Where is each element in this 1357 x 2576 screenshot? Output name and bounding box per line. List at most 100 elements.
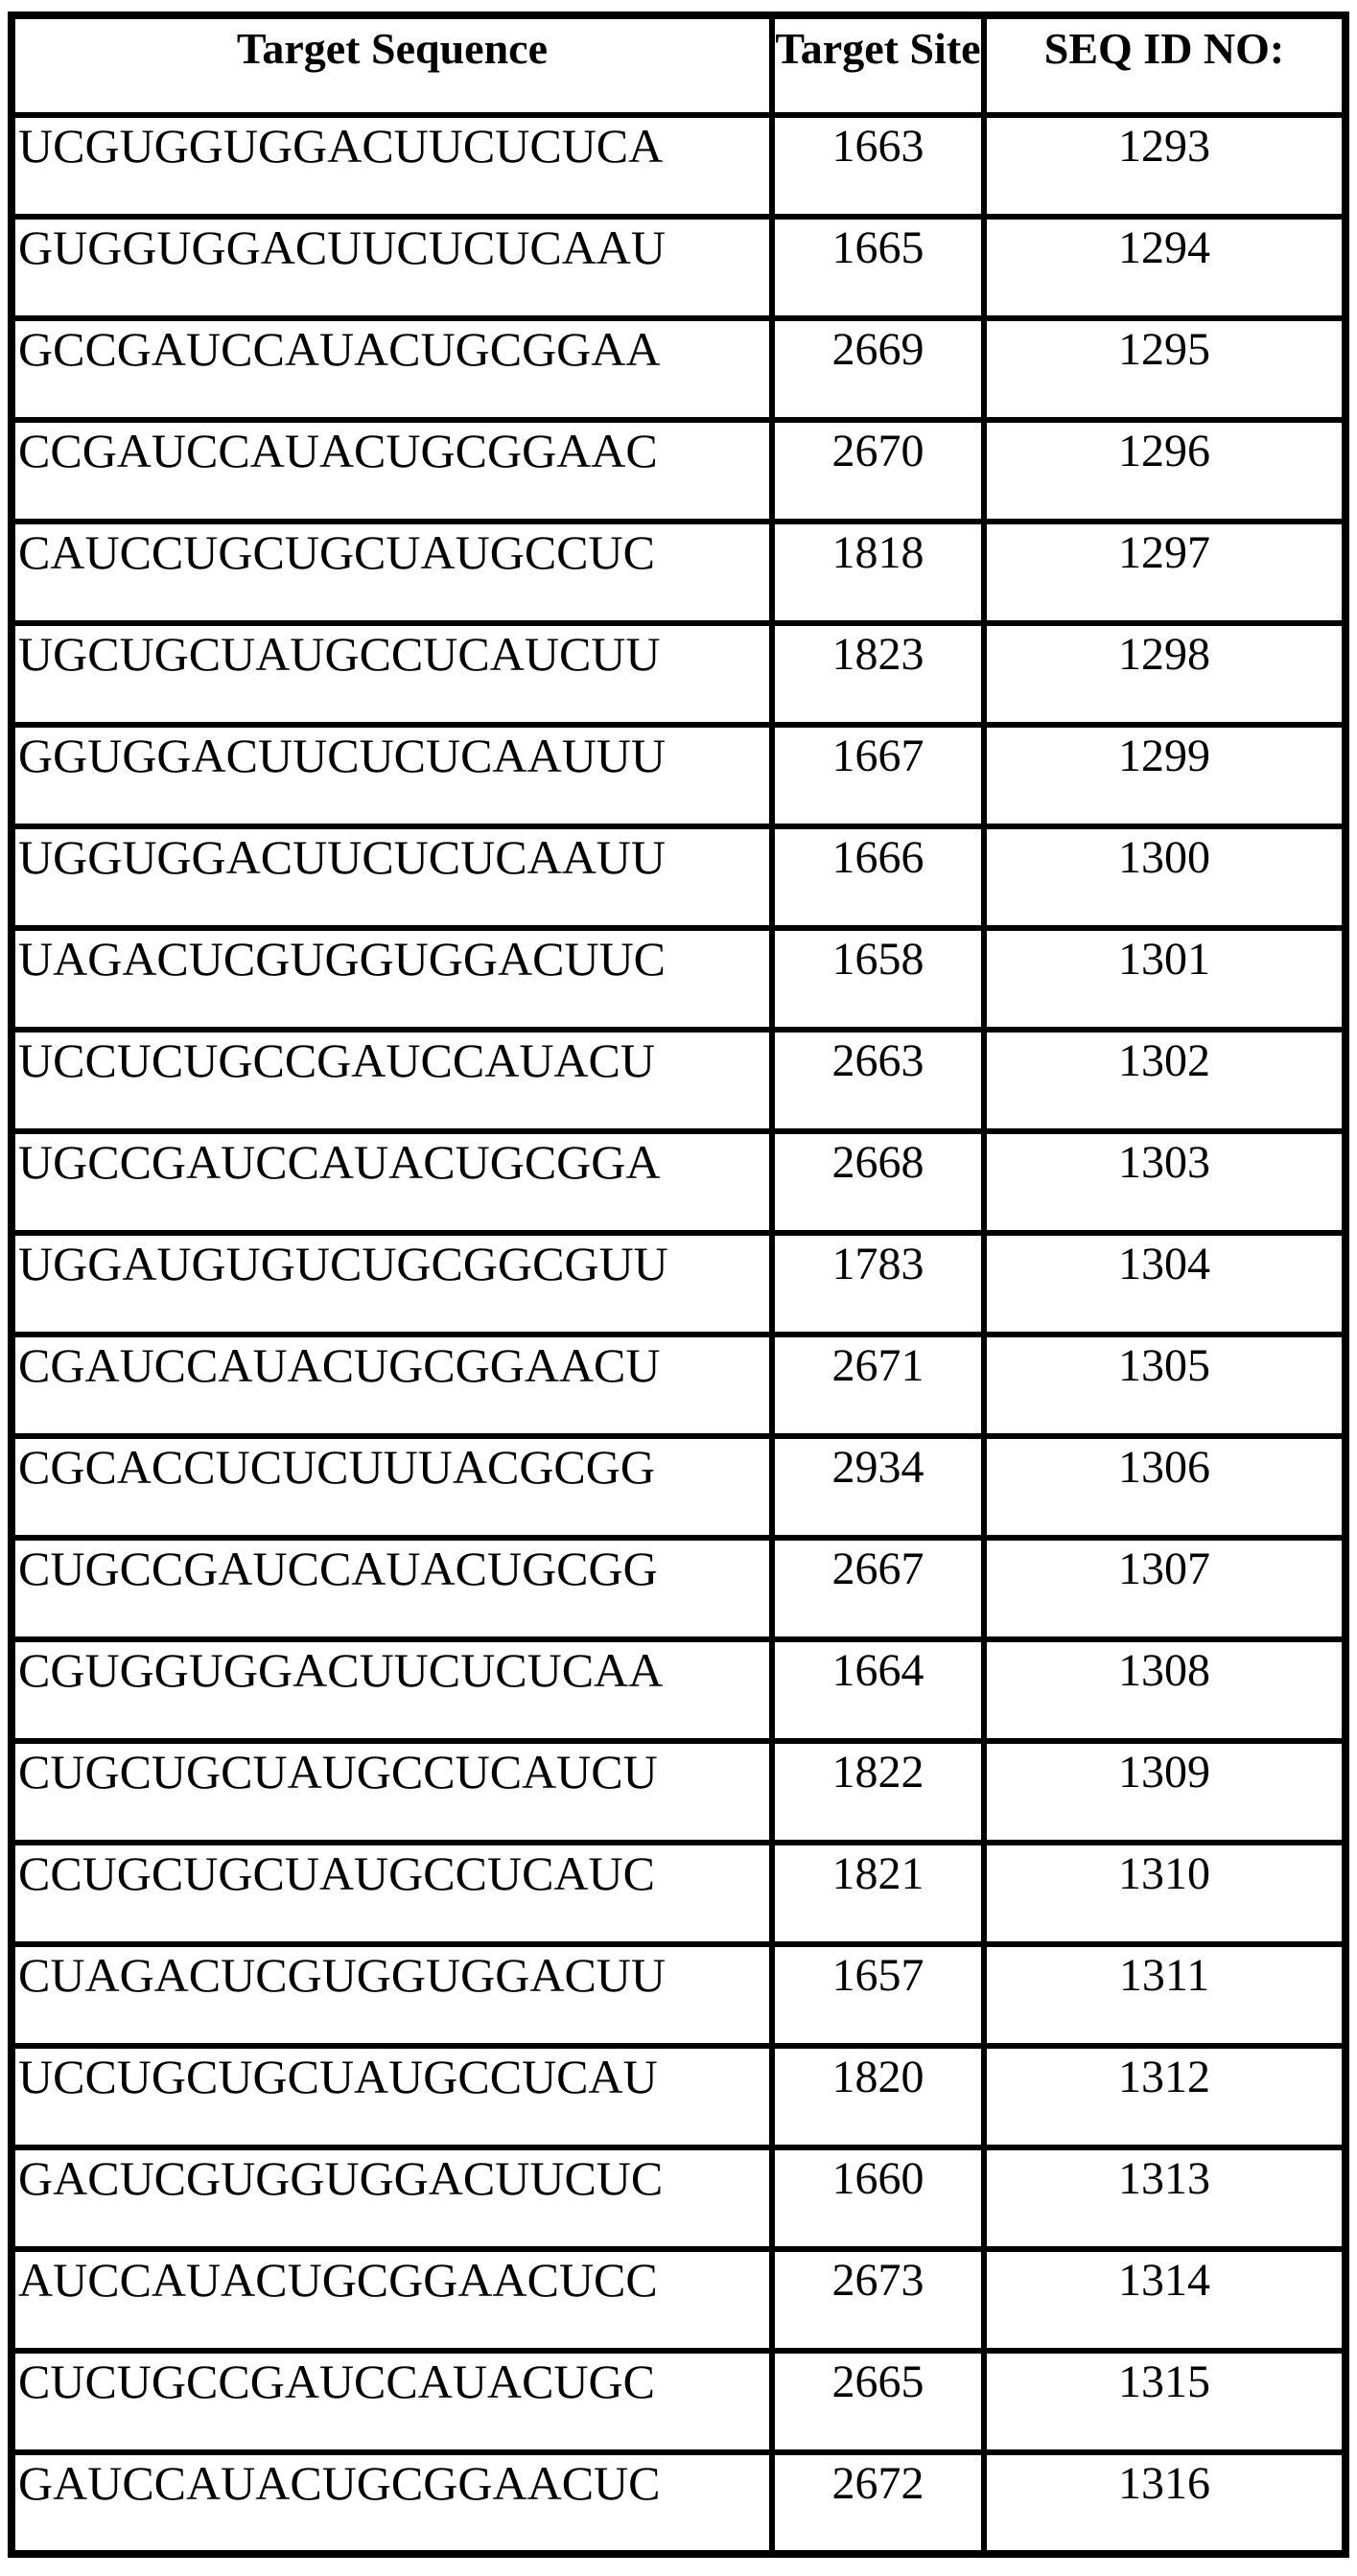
target-site-cell: 1667 xyxy=(768,722,988,829)
table-row: GGUGGACUUCUCUCAAUUU 1667 1299 xyxy=(9,722,1348,829)
col-header-seq-id-no: SEQ ID NO: xyxy=(981,12,1348,118)
table-row: GAUCCAUACUGCGGAACUC 2672 1316 xyxy=(9,2449,1348,2557)
seq-id-cell: 1313 xyxy=(981,2145,1348,2252)
target-sequence-table: Target Sequence Target Site SEQ ID NO: U… xyxy=(8,12,1349,2558)
seq-id-cell: 1314 xyxy=(981,2246,1348,2354)
seq-id-cell: 1304 xyxy=(981,1230,1348,1337)
target-sequence-cell: UCCUCUGCCGAUCCAUACU xyxy=(9,1027,775,1134)
table-row: CGUGGUGGACUUCUCUCAA 1664 1308 xyxy=(9,1636,1348,1744)
target-sequence-cell: CUGCCGAUCCAUACUGCGG xyxy=(9,1535,775,1642)
table-row: UGGAUGUGUCUGCGGCGUU 1783 1304 xyxy=(9,1230,1348,1337)
table-row: CCGAUCCAUACUGCGGAAC 2670 1296 xyxy=(9,417,1348,524)
target-site-cell: 1663 xyxy=(768,112,988,220)
target-sequence-cell: CCUGCUGCUAUGCCUCAUC xyxy=(9,1840,775,1947)
seq-id-cell: 1301 xyxy=(981,925,1348,1033)
target-sequence-cell: GUGGUGGACUUCUCUCAAU xyxy=(9,214,775,321)
seq-id-cell: 1310 xyxy=(981,1840,1348,1947)
target-site-cell: 2668 xyxy=(768,1128,988,1236)
seq-id-cell: 1306 xyxy=(981,1433,1348,1541)
col-header-target-sequence: Target Sequence xyxy=(9,12,775,118)
seq-id-cell: 1295 xyxy=(981,315,1348,423)
table-row: CUCUGCCGAUCCAUACUGC 2665 1315 xyxy=(9,2348,1348,2455)
target-sequence-cell: UAGACUCGUGGUGGACUUC xyxy=(9,925,775,1033)
table-header-row: Target Sequence Target Site SEQ ID NO: xyxy=(9,12,1348,118)
target-site-cell: 2663 xyxy=(768,1027,988,1134)
table-row: UAGACUCGUGGUGGACUUC 1658 1301 xyxy=(9,925,1348,1033)
target-sequence-cell: CUCUGCCGAUCCAUACUGC xyxy=(9,2348,775,2455)
target-site-cell: 2673 xyxy=(768,2246,988,2354)
seq-id-cell: 1315 xyxy=(981,2348,1348,2455)
target-sequence-cell: CGUGGUGGACUUCUCUCAA xyxy=(9,1636,775,1744)
target-sequence-cell: UCGUGGUGGACUUCUCUCA xyxy=(9,112,775,220)
target-site-cell: 1822 xyxy=(768,1738,988,1845)
table-row: GCCGAUCCAUACUGCGGAA 2669 1295 xyxy=(9,315,1348,423)
target-site-cell: 1660 xyxy=(768,2145,988,2252)
seq-id-cell: 1302 xyxy=(981,1027,1348,1134)
target-sequence-cell: CCGAUCCAUACUGCGGAAC xyxy=(9,417,775,524)
target-sequence-cell: CUAGACUCGUGGUGGACUU xyxy=(9,1941,775,2049)
table-row: CUAGACUCGUGGUGGACUU 1657 1311 xyxy=(9,1941,1348,2049)
target-site-cell: 2669 xyxy=(768,315,988,423)
table-body: UCGUGGUGGACUUCUCUCA 1663 1293 GUGGUGGACU… xyxy=(9,112,1348,2557)
target-site-cell: 2665 xyxy=(768,2348,988,2455)
target-sequence-cell: GAUCCAUACUGCGGAACUC xyxy=(9,2449,775,2557)
target-sequence-cell: GCCGAUCCAUACUGCGGAA xyxy=(9,315,775,423)
target-site-cell: 2671 xyxy=(768,1332,988,1439)
table-row: UGCUGCUAUGCCUCAUCUU 1823 1298 xyxy=(9,620,1348,728)
seq-id-cell: 1307 xyxy=(981,1535,1348,1642)
target-site-cell: 1820 xyxy=(768,2043,988,2150)
target-sequence-cell: GGUGGACUUCUCUCAAUUU xyxy=(9,722,775,829)
seq-id-cell: 1316 xyxy=(981,2449,1348,2557)
target-site-cell: 1657 xyxy=(768,1941,988,2049)
target-sequence-cell: AUCCAUACUGCGGAACUCC xyxy=(9,2246,775,2354)
target-site-cell: 1821 xyxy=(768,1840,988,1947)
seq-id-cell: 1303 xyxy=(981,1128,1348,1236)
target-sequence-cell: UGGAUGUGUCUGCGGCGUU xyxy=(9,1230,775,1337)
target-site-cell: 1823 xyxy=(768,620,988,728)
target-sequence-cell: CUGCUGCUAUGCCUCAUCU xyxy=(9,1738,775,1845)
target-site-cell: 1666 xyxy=(768,824,988,931)
target-site-cell: 1664 xyxy=(768,1636,988,1744)
col-header-target-site: Target Site xyxy=(768,12,988,118)
table-row: UCCUCUGCCGAUCCAUACU 2663 1302 xyxy=(9,1027,1348,1134)
table-row: CCUGCUGCUAUGCCUCAUC 1821 1310 xyxy=(9,1840,1348,1947)
target-site-cell: 1665 xyxy=(768,214,988,321)
seq-id-cell: 1293 xyxy=(981,112,1348,220)
table-row: AUCCAUACUGCGGAACUCC 2673 1314 xyxy=(9,2246,1348,2354)
table-row: UGGUGGACUUCUCUCAAUU 1666 1300 xyxy=(9,824,1348,931)
table-row: GACUCGUGGUGGACUUCUC 1660 1313 xyxy=(9,2145,1348,2252)
table-row: CGCACCUCUCUUUACGCGG 2934 1306 xyxy=(9,1433,1348,1541)
seq-id-cell: 1300 xyxy=(981,824,1348,931)
target-sequence-cell: UGCCGAUCCAUACUGCGGA xyxy=(9,1128,775,1236)
table-row: GUGGUGGACUUCUCUCAAU 1665 1294 xyxy=(9,214,1348,321)
target-site-cell: 1658 xyxy=(768,925,988,1033)
seq-id-cell: 1297 xyxy=(981,519,1348,626)
target-sequence-cell: CGCACCUCUCUUUACGCGG xyxy=(9,1433,775,1541)
table-row: UCCUGCUGCUAUGCCUCAU 1820 1312 xyxy=(9,2043,1348,2150)
seq-id-cell: 1294 xyxy=(981,214,1348,321)
table-row: CUGCCGAUCCAUACUGCGG 2667 1307 xyxy=(9,1535,1348,1642)
target-sequence-cell: CGAUCCAUACUGCGGAACU xyxy=(9,1332,775,1439)
target-site-cell: 1818 xyxy=(768,519,988,626)
target-sequence-cell: CAUCCUGCUGCUAUGCCUC xyxy=(9,519,775,626)
seq-id-cell: 1305 xyxy=(981,1332,1348,1439)
seq-id-cell: 1311 xyxy=(981,1941,1348,2049)
seq-id-cell: 1298 xyxy=(981,620,1348,728)
target-site-cell: 1783 xyxy=(768,1230,988,1337)
seq-id-cell: 1309 xyxy=(981,1738,1348,1845)
table-row: UGCCGAUCCAUACUGCGGA 2668 1303 xyxy=(9,1128,1348,1236)
target-sequence-cell: UCCUGCUGCUAUGCCUCAU xyxy=(9,2043,775,2150)
target-site-cell: 2934 xyxy=(768,1433,988,1541)
table-row: CGAUCCAUACUGCGGAACU 2671 1305 xyxy=(9,1332,1348,1439)
table-row: CAUCCUGCUGCUAUGCCUC 1818 1297 xyxy=(9,519,1348,626)
seq-id-cell: 1299 xyxy=(981,722,1348,829)
target-sequence-cell: UGGUGGACUUCUCUCAAUU xyxy=(9,824,775,931)
table-row: UCGUGGUGGACUUCUCUCA 1663 1293 xyxy=(9,112,1348,220)
target-sequence-cell: UGCUGCUAUGCCUCAUCUU xyxy=(9,620,775,728)
seq-id-cell: 1312 xyxy=(981,2043,1348,2150)
target-site-cell: 2667 xyxy=(768,1535,988,1642)
target-site-cell: 2672 xyxy=(768,2449,988,2557)
target-sequence-cell: GACUCGUGGUGGACUUCUC xyxy=(9,2145,775,2252)
seq-id-cell: 1308 xyxy=(981,1636,1348,1744)
